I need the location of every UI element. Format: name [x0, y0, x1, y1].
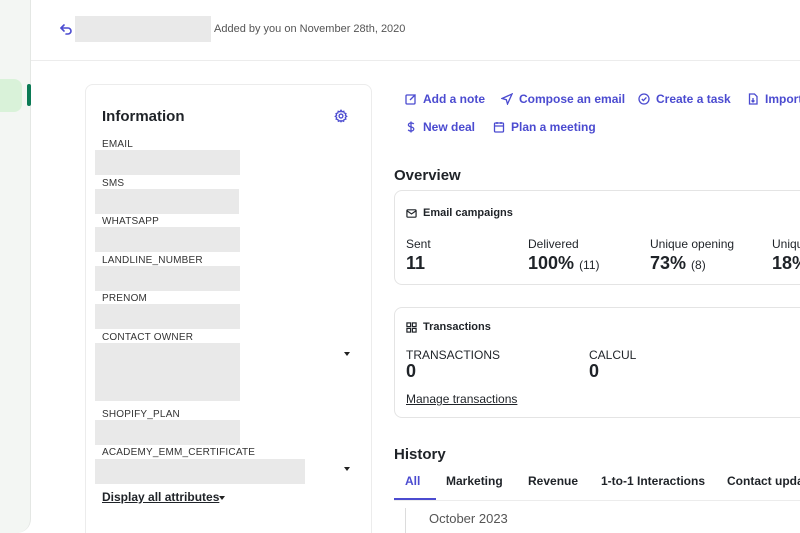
transactions-label: TRANSACTIONS	[406, 348, 501, 362]
contact-owner-label: CONTACT OWNER	[102, 332, 194, 343]
chevron-down-icon[interactable]	[344, 352, 350, 356]
sent-value: 11	[406, 253, 426, 273]
display-all-attributes-link[interactable]: Display all attributes	[102, 490, 219, 504]
sms-field[interactable]	[95, 189, 239, 214]
manage-transactions-link[interactable]: Manage transactions	[406, 392, 518, 406]
create-task-button[interactable]: Create a task	[638, 92, 731, 106]
shopify-plan-field[interactable]	[95, 420, 240, 445]
sent-label: Sent	[406, 237, 431, 251]
chevron-down-icon[interactable]	[219, 496, 225, 500]
compose-email-label: Compose an email	[519, 92, 626, 106]
gear-icon[interactable]	[334, 109, 348, 123]
calcul-label: CALCUL	[589, 348, 637, 362]
display-all-label: Display all attributes	[102, 490, 220, 504]
whatsapp-field[interactable]	[95, 227, 240, 252]
import-button[interactable]: Import	[747, 92, 800, 106]
envelope-icon	[406, 208, 417, 218]
add-note-label: Add a note	[423, 92, 485, 106]
calcul-value: 0	[589, 361, 600, 381]
overview-title: Overview	[394, 167, 461, 184]
new-deal-label: New deal	[423, 120, 476, 134]
check-circle-icon	[638, 93, 650, 105]
transactions-header: Transactions	[406, 321, 491, 333]
plan-meeting-button[interactable]: Plan a meeting	[493, 120, 596, 134]
grid-icon	[406, 321, 417, 333]
unique-opening-value: 73%	[650, 253, 687, 273]
email-label: EMAIL	[102, 139, 134, 150]
file-import-icon	[748, 93, 758, 105]
active-indicator	[27, 84, 31, 106]
unique-opening-stat: 73% (8)	[650, 253, 706, 274]
unique-click-value: 18%	[772, 253, 800, 273]
transactions-panel: Transactions TRANSACTIONS 0 CALCUL 0 Man…	[394, 307, 800, 418]
plan-meeting-label: Plan a meeting	[511, 120, 596, 134]
history-month-heading: October 2023	[429, 511, 508, 526]
information-title: Information	[102, 108, 185, 125]
delivered-value: 100%	[528, 253, 575, 273]
email-campaigns-title: Email campaigns	[423, 207, 513, 219]
contact-name-redacted	[75, 16, 211, 42]
dollar-icon	[407, 121, 415, 133]
chevron-down-icon[interactable]	[344, 467, 350, 471]
import-label: Import	[765, 92, 800, 106]
add-note-button[interactable]: Add a note	[405, 92, 485, 106]
tab-revenue[interactable]: Revenue	[528, 474, 579, 488]
tab-contact-updates[interactable]: Contact upda	[727, 474, 800, 488]
active-tab-underline	[394, 498, 436, 500]
academy-emm-certificate-select[interactable]	[95, 459, 305, 484]
contact-owner-select[interactable]	[95, 343, 240, 401]
history-title: History	[394, 446, 446, 463]
unique-opening-label: Unique opening	[650, 237, 735, 251]
tab-1-to-1-interactions[interactable]: 1-to-1 Interactions	[601, 474, 706, 488]
sms-label: SMS	[102, 178, 125, 189]
back-arrow-icon[interactable]	[58, 21, 74, 37]
email-campaigns-panel: Email campaigns Sent 11 Delivered 100% (…	[394, 190, 800, 285]
sidebar	[0, 0, 31, 533]
delivered-label: Delivered	[528, 237, 579, 251]
whatsapp-label: WHATSAPP	[102, 216, 159, 227]
create-task-label: Create a task	[656, 92, 731, 106]
calendar-icon	[493, 122, 505, 133]
edit-icon	[405, 94, 416, 105]
contact-header	[31, 0, 800, 61]
tabs-divider	[394, 500, 800, 501]
academy-emm-certificate-label: ACADEMY_EMM_CERTIFICATE	[102, 447, 256, 458]
delivered-stat: 100% (11)	[528, 253, 600, 274]
email-campaigns-header: Email campaigns	[406, 207, 513, 219]
transactions-title: Transactions	[423, 321, 491, 333]
new-deal-button[interactable]: New deal	[405, 120, 475, 134]
added-by-text: Added by you on November 28th, 2020	[214, 23, 406, 35]
send-icon	[501, 93, 513, 105]
compose-email-button[interactable]: Compose an email	[501, 92, 625, 106]
information-card: Information EMAIL SMS WHATSAPP LANDLINE_…	[85, 84, 372, 533]
timeline-line	[405, 508, 406, 533]
shopify-plan-label: SHOPIFY_PLAN	[102, 409, 180, 420]
unique-opening-count: (8)	[691, 258, 706, 272]
tab-marketing[interactable]: Marketing	[446, 474, 503, 488]
email-field[interactable]	[95, 150, 240, 175]
sidebar-active-item[interactable]	[0, 79, 22, 112]
prenom-label: PRENOM	[102, 293, 148, 304]
tab-all[interactable]: All	[405, 474, 421, 488]
landline-number-field[interactable]	[95, 266, 240, 291]
transactions-value: 0	[406, 361, 417, 381]
unique-click-label: Uniqu	[772, 237, 800, 251]
delivered-count: (11)	[579, 258, 600, 272]
prenom-field[interactable]	[95, 304, 240, 329]
landline-number-label: LANDLINE_NUMBER	[102, 255, 203, 266]
